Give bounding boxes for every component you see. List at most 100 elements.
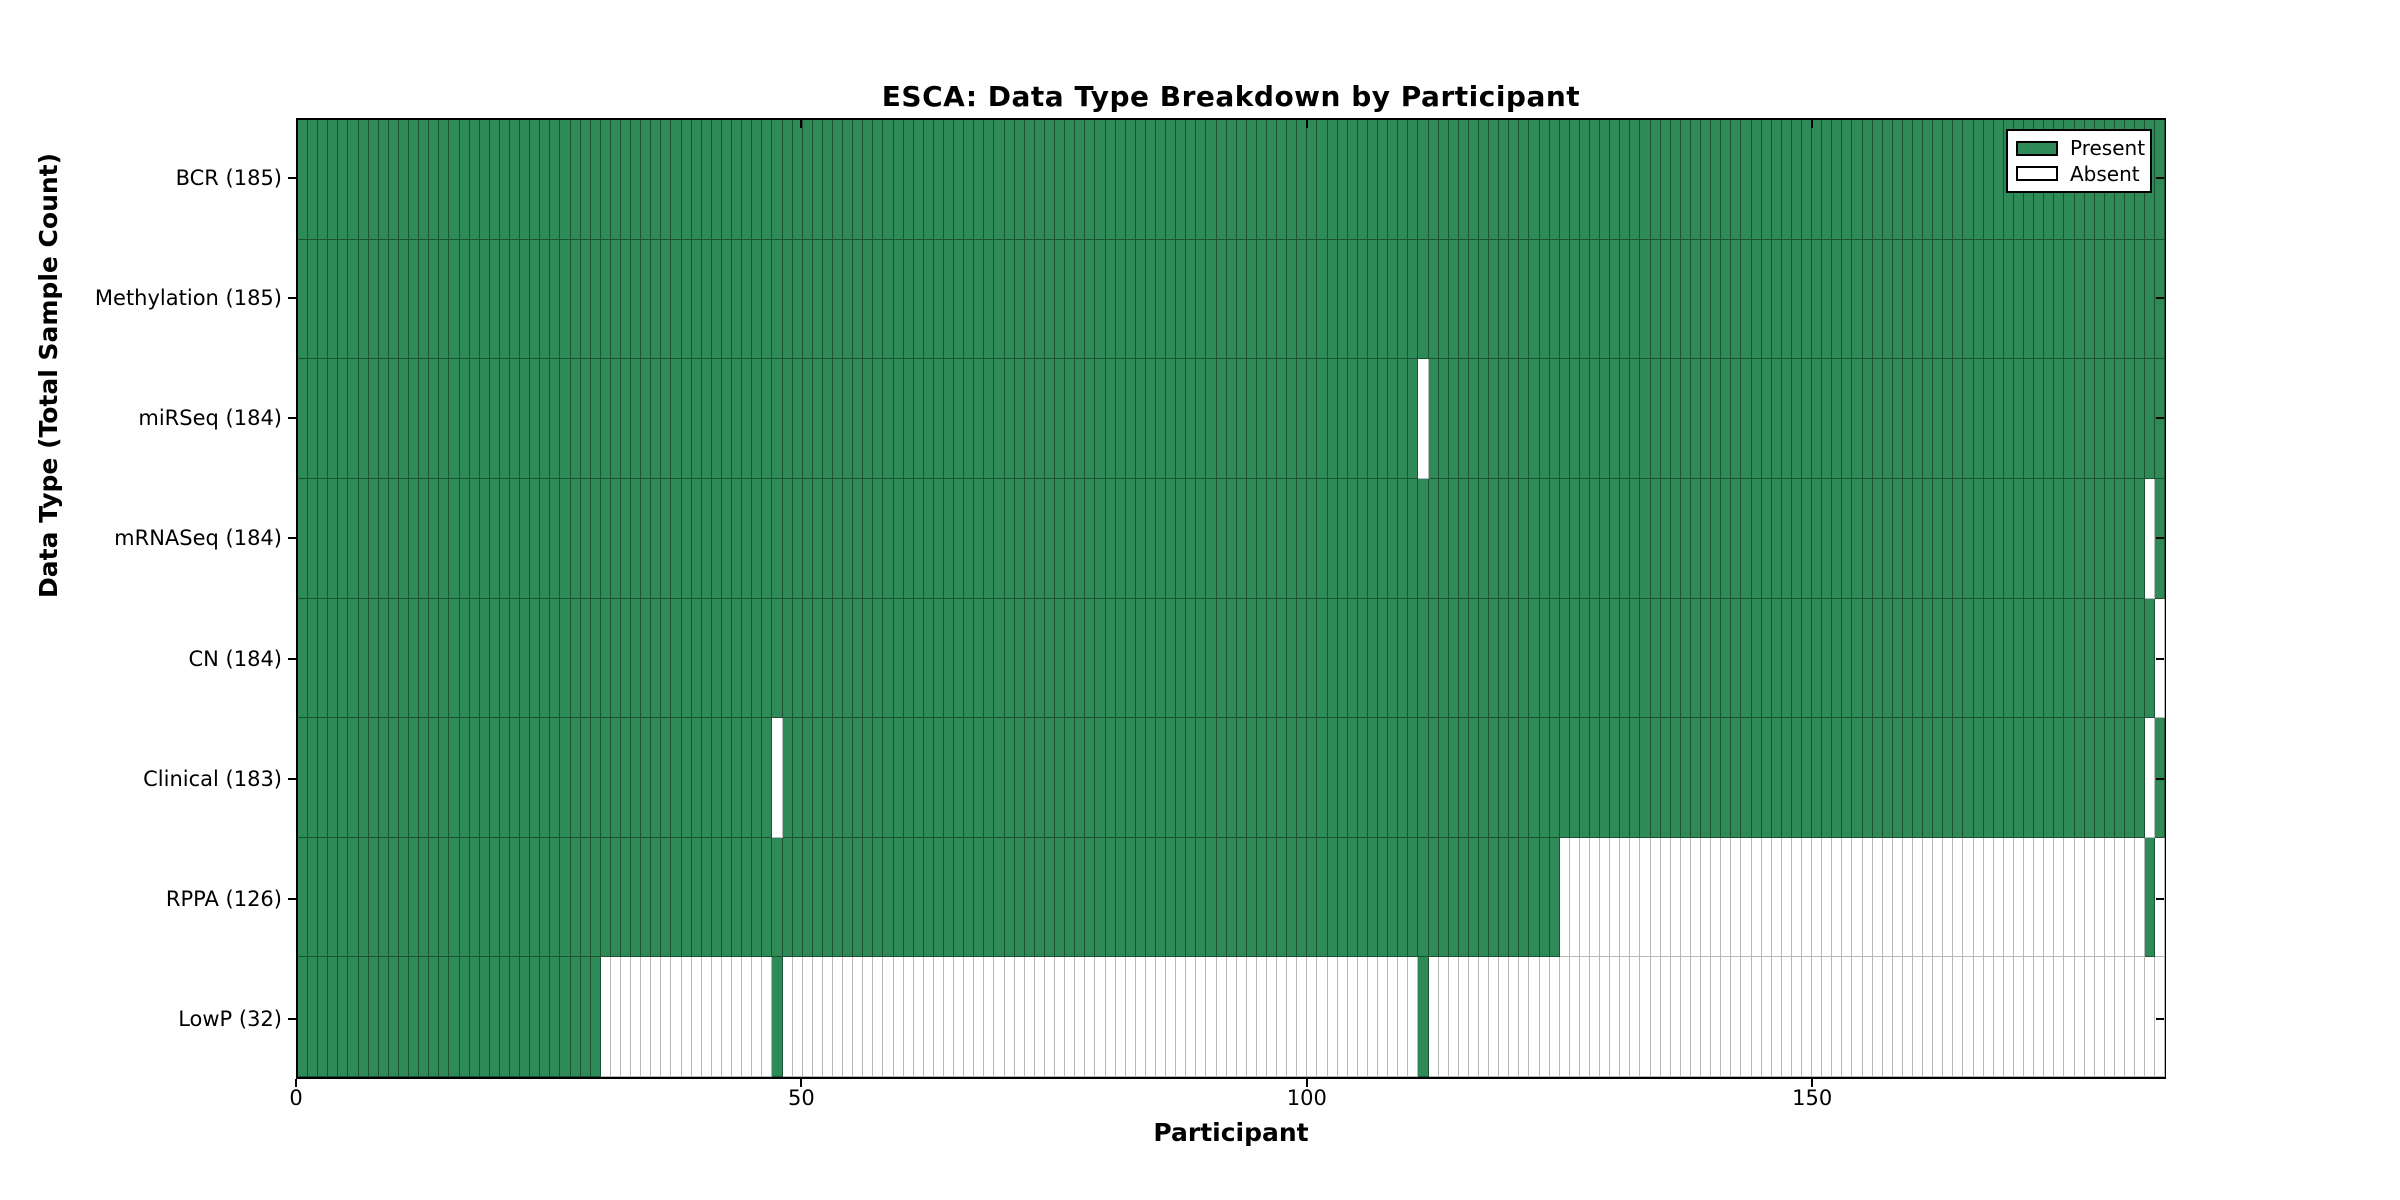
matrix-cell [1983,120,1994,240]
matrix-cell [388,598,399,719]
matrix-cell [651,120,662,240]
matrix-cell [1398,359,1409,479]
matrix-cell [1660,120,1671,240]
matrix-cell [933,598,944,719]
matrix-cell [641,359,652,479]
matrix-cell [994,239,1005,360]
matrix-cell [1125,837,1136,958]
matrix-cell [1135,957,1146,1077]
matrix-cell [1579,718,1590,838]
matrix-cell [701,957,712,1077]
matrix-cell [1630,359,1641,479]
matrix-cell [1832,478,1843,599]
y-tick-label: RPPA (126) [165,886,282,911]
matrix-cell [2054,359,2065,479]
matrix-cell [933,359,944,479]
matrix-cell [1590,478,1601,599]
matrix-cell [1791,598,1802,719]
matrix-cell [701,359,712,479]
matrix-cell [681,718,692,838]
matrix-cell [398,837,410,958]
matrix-cell [419,957,430,1077]
matrix-cell [1085,718,1096,838]
matrix-cell [1731,957,1742,1077]
matrix-cell [802,478,813,599]
legend-absent-label: Absent [2070,161,2140,186]
matrix-cell [2135,957,2146,1077]
matrix-cell [1963,718,1974,838]
matrix-cell [1226,718,1237,838]
chart-title: ESCA: Data Type Breakdown by Participant [881,80,1581,113]
matrix-cell [1610,478,1621,599]
matrix-cell [621,718,632,838]
matrix-cell [964,957,975,1077]
matrix-cell [1398,837,1409,958]
matrix-cell [1892,359,1903,479]
matrix-cell [802,957,813,1077]
matrix-cell [2114,837,2125,958]
matrix-cell [388,478,399,599]
matrix-cell [429,239,440,360]
matrix-cell [853,478,864,599]
matrix-cell [1186,837,1197,958]
matrix-cell [1095,957,1106,1077]
matrix-cell [1721,718,1732,838]
matrix-cell [1166,359,1177,479]
matrix-cell [1721,598,1732,719]
matrix-cell [1943,837,1954,958]
matrix-cell [1176,837,1187,958]
matrix-cell [378,837,389,958]
matrix-cell [1468,718,1479,838]
matrix-cell [1993,718,2004,838]
matrix-cell [2114,478,2125,599]
matrix-cell [691,598,702,719]
matrix-cell [2124,598,2136,719]
matrix-cell [974,598,985,719]
matrix-cell [1680,957,1691,1077]
matrix-cell [1923,359,1934,479]
matrix-cell [1983,837,1994,958]
matrix-row [298,957,2166,1077]
matrix-cell [459,239,470,360]
matrix-cell [409,718,420,838]
matrix-cell [1630,598,1641,719]
matrix-cell [873,478,884,599]
matrix-cell [1216,718,1227,838]
matrix-cell [298,957,309,1077]
matrix-cell [651,957,662,1077]
matrix-cell [1751,239,1762,360]
matrix-cell [1812,239,1823,360]
matrix-cell [1610,598,1621,719]
matrix-cell [1418,957,1429,1077]
matrix-cell [1196,478,1207,599]
matrix-cell [449,957,460,1077]
matrix-cell [1731,239,1742,360]
matrix-cell [631,598,642,719]
matrix-cell [994,957,1005,1077]
matrix-cell [348,598,359,719]
matrix-cell [1438,359,1449,479]
matrix-cell [802,718,813,838]
matrix-cell [954,837,965,958]
matrix-cell [1953,837,1964,958]
matrix-cell [2155,837,2166,958]
matrix-cell [328,478,339,599]
matrix-cell [984,359,995,479]
matrix-cell [762,598,773,719]
matrix-cell [2145,957,2156,1077]
matrix-cell [1428,239,1439,360]
matrix-cell [1569,718,1580,838]
matrix-cell [368,598,379,719]
matrix-cell [1085,478,1096,599]
matrix-cell [469,478,480,599]
matrix-cell [1711,837,1722,958]
matrix-cell [1438,478,1449,599]
matrix-cell [1226,598,1237,719]
matrix-cell [1085,837,1096,958]
matrix-cell [1892,598,1903,719]
matrix-cell [1660,359,1671,479]
matrix-cell [1882,837,1893,958]
matrix-cell [1065,837,1076,958]
matrix-cell [974,957,985,1077]
matrix-cell [1862,359,1873,479]
